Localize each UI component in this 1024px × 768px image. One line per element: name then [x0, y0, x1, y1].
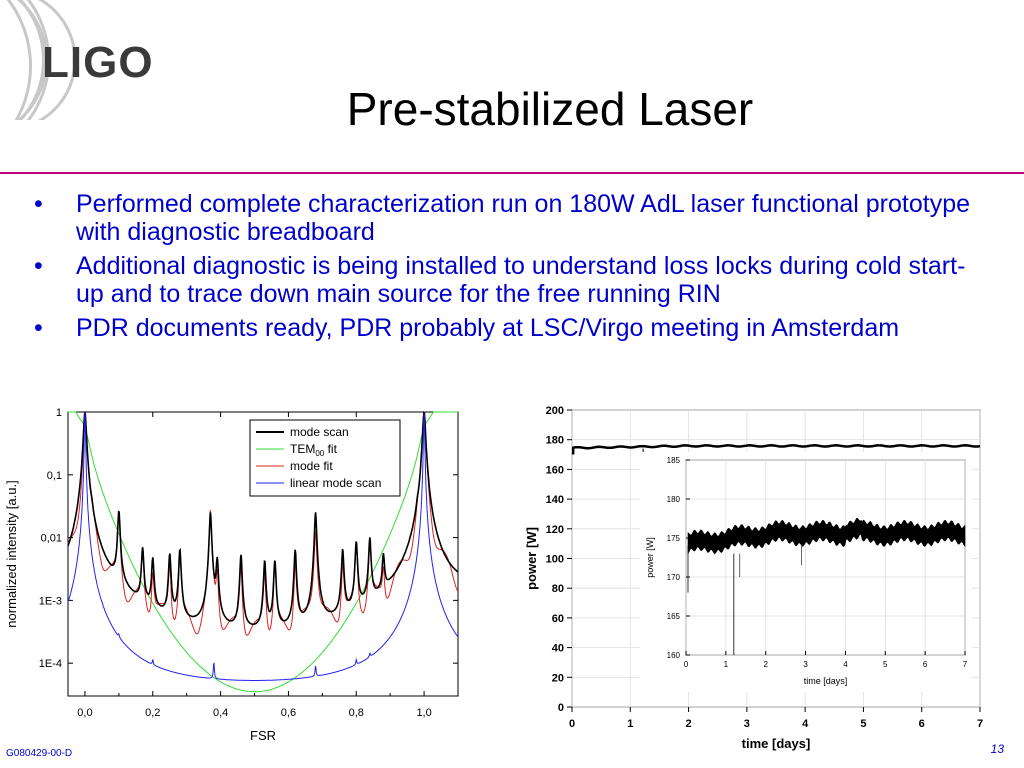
x-tick-label: 0,0: [77, 707, 92, 719]
y-tick-label: 1E-3: [39, 595, 62, 607]
x-tick-label: 3: [744, 718, 750, 730]
y-tick-label: 1: [56, 407, 62, 419]
bullet-dot-icon: •: [34, 314, 43, 342]
inset-y-tick-label: 170: [667, 573, 681, 582]
bullet-item: • PDR documents ready, PDR probably at LS…: [30, 314, 990, 342]
inset-x-tick-label: 1: [724, 660, 729, 669]
inset-x-tick-label: 4: [843, 660, 848, 669]
series-linear-mode-scan: [67, 412, 459, 681]
y-tick-label: 180: [546, 435, 564, 447]
y-tick-label: 200: [546, 405, 564, 417]
bullet-text: Additional diagnostic is being installed…: [76, 252, 966, 308]
y-tick-label: 140: [546, 494, 564, 506]
x-tick-label: 5: [860, 718, 866, 730]
legend-entry: linear mode scan: [290, 476, 381, 490]
y-tick-label: 100: [546, 554, 564, 566]
power-time-chart: 0 1 2 3 4 5 6 7020406080100120140160180200time …: [524, 405, 983, 751]
legend-entry: mode fit: [290, 459, 333, 473]
x-tick-label: 2: [686, 718, 692, 730]
x-axis-label: FSR: [250, 728, 276, 743]
page-number: 13: [990, 742, 1004, 756]
inset-y-tick-label: 175: [667, 534, 681, 543]
slide-title: Pre-stabilized Laser: [346, 83, 754, 135]
inset-x-axis-label: time [days]: [804, 676, 848, 686]
y-tick-label: 80: [552, 583, 564, 595]
bullet-dot-icon: •: [34, 252, 43, 280]
y-tick-label: 0: [558, 702, 564, 714]
x-axis-label: time [days]: [742, 736, 811, 751]
inset-x-tick-label: 7: [963, 660, 968, 669]
ligo-logo-text: LIGO: [42, 38, 154, 87]
bullet-list: • Performed complete characterization run…: [30, 190, 990, 348]
ligo-logo-arcs: [6, 0, 77, 120]
mode-scan-chart: 0,0 0,2 0,4 0,6 0,8 1,0 1 0,1 0,01 1E-3 1E-4 FSR nor…: [4, 407, 459, 743]
x-tick-label: 1: [627, 718, 633, 730]
inset-y-tick-label: 180: [667, 495, 681, 504]
y-tick-label: 20: [552, 672, 564, 684]
legend-entry: mode scan: [290, 425, 349, 439]
x-tick-label: 0,4: [213, 707, 228, 719]
x-tick-label: 4: [802, 718, 809, 730]
x-tick-label: 0,8: [349, 707, 364, 719]
bullet-item: • Performed complete characterization run…: [30, 190, 990, 246]
inset-series-power-band: [687, 518, 966, 555]
inset-x-tick-label: 2: [763, 660, 768, 669]
title-divider: [0, 172, 1024, 174]
y-tick-label: 60: [552, 613, 564, 625]
inset-x-tick-label: 5: [883, 660, 888, 669]
y-tick-label: 0,01: [41, 533, 62, 545]
bullet-text: Performed complete characterization run …: [76, 190, 971, 246]
y-axis-label: power [W]: [524, 527, 539, 590]
series-mode-scan: [67, 410, 459, 625]
bullet-item: • Additional diagnostic is being installe…: [30, 252, 990, 308]
y-axis-label: normalized intensity [a.u.]: [4, 480, 19, 627]
x-tick-label: 0,6: [281, 707, 296, 719]
x-tick-label: 0: [569, 718, 575, 730]
x-tick-label: 6: [919, 718, 925, 730]
y-tick-label: 120: [546, 524, 564, 536]
legend-entry: TEM00 fit: [290, 442, 338, 458]
inset-x-tick-label: 0: [684, 660, 689, 669]
y-tick-label: 40: [552, 643, 564, 655]
y-tick-label: 0,1: [47, 470, 62, 482]
series-power: [571, 444, 981, 455]
x-tick-label: 1,0: [416, 707, 431, 719]
y-tick-label: 1E-4: [39, 658, 62, 670]
inset-y-tick-label: 165: [667, 612, 681, 621]
bullet-text: PDR documents ready, PDR probably at LSC…: [76, 314, 900, 342]
series-tem00-fit: [68, 411, 458, 693]
x-tick-label: 0,2: [145, 707, 160, 719]
inset-x-tick-label: 3: [803, 660, 808, 669]
inset-y-axis-label: power [W]: [645, 537, 655, 578]
bullet-dot-icon: •: [34, 190, 43, 218]
inset-y-tick-label: 160: [667, 651, 681, 660]
inset-frame: [685, 459, 966, 656]
document-id: G080429-00-D: [6, 748, 73, 759]
x-tick-label: 7: [977, 718, 983, 730]
inset-y-tick-label: 185: [667, 456, 681, 465]
inset-x-tick-label: 6: [923, 660, 928, 669]
y-tick-label: 160: [546, 464, 564, 476]
